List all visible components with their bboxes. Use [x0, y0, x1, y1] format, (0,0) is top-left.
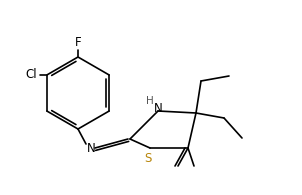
Text: H: H — [146, 96, 154, 106]
Text: S: S — [144, 152, 152, 165]
Text: N: N — [87, 143, 95, 155]
Text: F: F — [75, 36, 81, 50]
Text: N: N — [154, 102, 162, 114]
Text: Cl: Cl — [25, 67, 37, 81]
